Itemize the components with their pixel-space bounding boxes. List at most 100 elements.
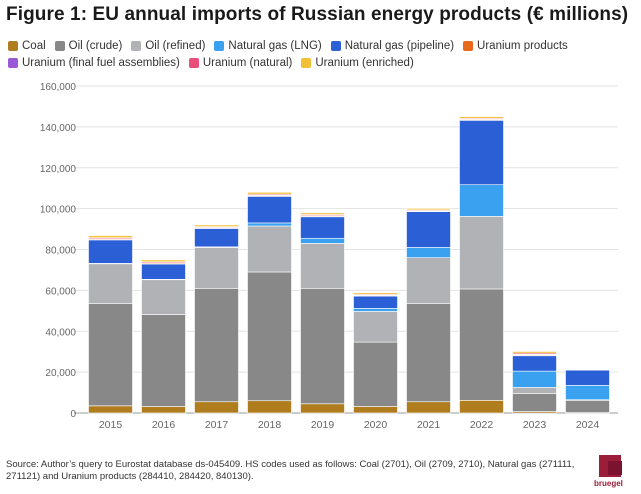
bar-natural-gas-pipeline-2022 [459,120,504,186]
legend-label: Uranium (natural) [202,56,293,69]
legend-label: Uranium products [477,39,568,52]
bruegel-logo: bruegel [594,455,630,491]
x-axis: 2015 2016 2017 2018 2019 2020 2021 2022 2023 2024 [99,419,600,431]
bar-coal-2019 [300,403,345,414]
y-tick-label: 140,000 [40,123,77,134]
bar-coal-2016 [141,406,186,414]
legend-item-uranium-final-fuel-assemblies: Uranium (final fuel assemblies) [8,57,180,69]
bar-oil-crude-2019 [300,288,345,405]
legend-row: Coal Oil (crude) Oil (refined) Natural gas … [8,37,633,54]
legend-swatch [54,40,65,51]
x-tick-label: 2019 [311,419,335,431]
legend-label: Coal [22,39,46,52]
bar-coal-2015 [88,405,133,414]
legend-label: Natural gas (pipeline) [344,39,455,52]
bar-oil-crude-2023 [512,393,557,412]
x-tick-label: 2018 [258,419,282,431]
bar-oil-crude-2018 [247,271,292,402]
bar-natural-gas-pipeline-2020 [353,295,398,309]
legend-item-uranium-natural: Uranium (natural) [188,56,293,69]
legend-item-coal: Coal [8,40,46,52]
legend-item-uranium-enriched: Uranium (enriched) [301,56,414,69]
legend-item-uranium-products: Uranium products [463,40,568,52]
legend-item-natural-gas-pipeline: Natural gas (pipeline) [330,39,455,52]
bar-natural-gas-pipeline-2019 [300,216,345,239]
bar-oil-refined-2017 [194,247,239,289]
bar-natural-gas-pipeline-2016 [141,263,186,280]
legend-swatch [214,40,225,51]
bar-natural-gas-lng-2024 [565,385,610,401]
bar-oil-crude-2017 [194,288,239,403]
bar-oil-refined-2021 [406,257,451,304]
legend-label: Natural gas (LNG) [228,39,322,52]
legend-label: Oil (crude) [68,39,123,52]
bar-uranium-enriched-2021 [406,208,451,211]
x-tick-label: 2024 [576,419,600,431]
y-tick-label: 120,000 [40,164,77,175]
bar-natural-gas-lng-2019 [300,237,345,244]
bar-coal-2017 [194,401,239,414]
y-axis: 0 20,000 40,000 60,000 80,000 100,000 120,000 1… [40,82,77,420]
bar-oil-crude-2021 [406,303,451,403]
source-note: Source: Author’s query to Eurostat datab… [6,459,575,482]
bar-oil-refined-2019 [300,243,345,289]
bar-uranium-enriched-2023 [512,351,557,354]
legend-swatch [330,40,341,51]
y-tick-label: 0 [70,409,76,420]
bar-oil-refined-2015 [88,263,133,304]
legend-swatch [8,40,18,51]
x-tick-label: 2015 [99,419,123,431]
y-tick-label: 80,000 [45,246,76,257]
bar-coal-2018 [247,400,292,414]
y-tick-label: 40,000 [45,327,76,338]
bar-natural-gas-pipeline-2021 [406,211,451,248]
bar-uranium-enriched-2016 [141,259,186,263]
x-tick-label: 2017 [205,419,229,431]
bar-uranium-enriched-2015 [88,235,133,238]
bar-oil-crude-2024 [565,400,610,413]
bar-natural-gas-pipeline-2015 [88,239,133,264]
bar-oil-crude-2016 [141,314,186,407]
bar-uranium-enriched-2019 [300,212,345,215]
x-tick-label: 2021 [417,419,441,431]
bar-natural-gas-pipeline-2023 [512,355,557,372]
bar-oil-refined-2020 [353,311,398,343]
x-tick-label: 2016 [152,419,176,431]
bar-uranium-enriched-2018 [247,191,292,195]
bar-natural-gas-pipeline-2018 [247,196,292,224]
bar-natural-gas-pipeline-2024 [565,369,610,386]
legend-swatch [463,40,474,51]
bar-uranium-enriched-2017 [194,224,239,227]
bar-natural-gas-lng-2022 [459,184,504,217]
bar-coal-2021 [406,401,451,414]
x-tick-label: 2020 [364,419,388,431]
bar-natural-gas-lng-2020 [353,308,398,312]
bar-oil-crude-2020 [353,341,398,407]
bar-uranium-enriched-2022 [459,116,504,119]
bar-oil-refined-2023 [512,387,557,394]
legend-label: Oil (refined) [145,39,206,52]
legend-label: Uranium (enriched) [315,56,414,69]
bar-natural-gas-lng-2021 [406,247,451,258]
legend-item-oil-crude: Oil (crude) [54,39,123,52]
legend-item-natural-gas-lng: Natural gas (LNG) [214,39,322,52]
bar-oil-refined-2018 [247,225,292,273]
y-tick-label: 60,000 [45,286,76,297]
bar-coal-2020 [353,406,398,414]
legend-label: Uranium (final fuel assemblies) [22,56,180,69]
bar-coal-2022 [459,400,504,414]
y-tick-label: 100,000 [40,205,77,216]
y-tick-label: 160,000 [40,82,77,93]
bar-oil-refined-2016 [141,279,186,315]
legend-row: Uranium (final fuel assemblies) Uranium (… [8,54,633,71]
x-tick-label: 2022 [470,419,494,431]
bar-oil-crude-2022 [459,288,504,401]
logo-text: bruegel [594,479,623,488]
bar-stacks [88,116,610,414]
legend-swatch [301,57,312,68]
bar-uranium-enriched-2020 [353,292,398,295]
bar-natural-gas-lng-2018 [247,222,292,227]
legend-swatch [8,57,18,68]
x-tick-label: 2023 [523,419,547,431]
